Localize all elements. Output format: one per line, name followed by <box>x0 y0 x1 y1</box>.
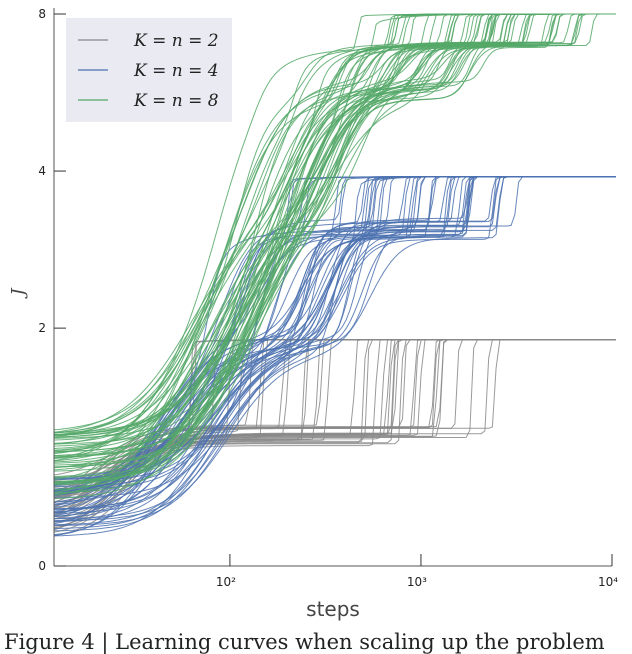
run-line-k-n-4-49 <box>53 176 616 520</box>
y-tick-label-0: 0 <box>38 559 46 573</box>
x-tick-label-1: 10³ <box>407 575 427 589</box>
y-tick-label-3: 8 <box>38 7 46 21</box>
run-line-k-n-8-9 <box>54 13 616 439</box>
run-line-k-n-8-51 <box>53 13 616 436</box>
legend-label-0: K = n = 2 <box>133 31 219 51</box>
run-line-k-n-8-58 <box>53 13 616 468</box>
run-curves <box>53 13 616 537</box>
x-tick-label-2: 10⁴ <box>598 575 618 589</box>
x-tick-label-0: 10² <box>216 575 236 589</box>
y-ticks: 0 2 4 8 <box>38 7 66 573</box>
axes <box>53 8 612 567</box>
x-axis-label: steps <box>306 597 360 621</box>
y-axis-label: J <box>8 287 29 300</box>
legend-label-1: K = n = 4 <box>133 61 219 81</box>
y-tick-label-2: 4 <box>38 164 46 178</box>
run-line-k-n-8-59 <box>53 13 616 459</box>
legend: K = n = 2 K = n = 4 K = n = 8 <box>66 18 232 122</box>
run-line-k-n-8-57 <box>53 13 616 478</box>
legend-label-2: K = n = 8 <box>133 91 219 111</box>
y-tick-label-1: 2 <box>38 321 46 335</box>
x-ticks: 10² 10³ 10⁴ <box>216 554 618 589</box>
figure-caption: Figure 4 | Learning curves when scaling … <box>4 630 605 654</box>
